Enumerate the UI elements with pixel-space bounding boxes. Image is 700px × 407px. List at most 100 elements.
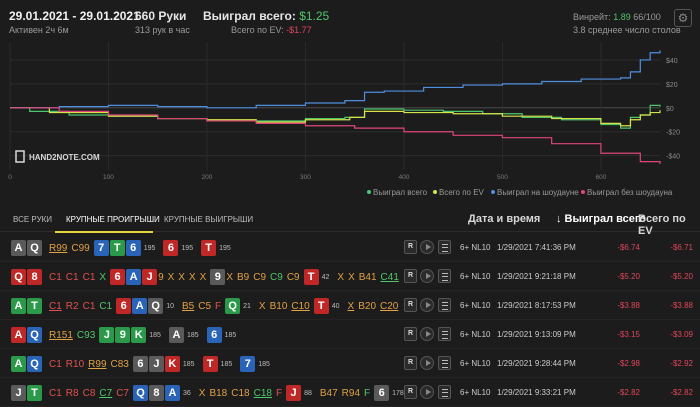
playing-card: 6 [206,327,222,343]
action-label: X [348,271,355,283]
action-label: R2 [65,300,79,312]
playing-card: 9 [210,269,226,285]
y-tick-label: $0 [666,106,674,113]
column-ev[interactable]: Всего по EV [638,213,686,237]
playing-card: T [303,269,319,285]
playing-card: 6 [116,298,132,314]
action-label: R99 [49,242,68,254]
playing-card: J [99,327,115,343]
play-icon[interactable] [420,240,434,254]
action-label: B10 [269,300,288,312]
notes-icon[interactable] [438,269,451,283]
y-tick-label: $40 [666,58,678,65]
total-won-label: Выиграл всего: [203,9,296,23]
replay-button[interactable]: R [404,269,417,283]
active-tab-indicator [55,231,153,233]
action-label: X [99,271,107,283]
action-label: C1 [82,271,96,283]
play-icon[interactable] [420,385,434,399]
limit-label: 6+ NL10 [460,359,491,368]
hand-row[interactable]: A Q C1 R10 R99 C83 6 J K 185 T 185 7 185 R 6+ NL10 1/29/… [0,349,700,378]
hand-row[interactable]: Q 8 C1 C1 C1 X 6 A J 9 X X X X 9 X B9 C9 C9 C9 T 42 X X B41 C41 R 6… [0,262,700,291]
playing-card: T [27,298,42,314]
action-label: C9 [253,271,267,283]
winrate-value: 1.89 [613,12,631,22]
column-won[interactable]: ↓ Выиграл всего [556,213,646,225]
play-icon[interactable] [420,356,434,370]
hand-history: A Q R99 C99 7 T 6 195 6 195 T 195 [11,240,239,256]
hand-history: J T C1 R8 C8 C7 C7 Q 8 A 36 X B18 C18 C18 F J 88 B47 R94 F 6 1… [11,385,412,401]
play-icon[interactable] [420,327,434,341]
playing-card: Q [11,269,26,285]
won-value: -$2.98 [617,359,640,368]
results-chart-svg: $40 $20 $0 -$20 -$40 0 100 200 300 400 500 600 HAND2… [8,42,680,181]
pot-size: 185 [149,331,161,339]
action-label: B20 [358,300,377,312]
play-icon[interactable] [420,298,434,312]
won-value: -$2.82 [617,388,640,397]
legend-item[interactable]: Выиграл без шоудауна [581,188,672,197]
legend-item[interactable]: Всего по EV [433,188,484,197]
pot-size: 185 [220,360,233,368]
hand-row[interactable]: J T C1 R8 C8 C7 C7 Q 8 A 36 X B18 C18 C18 F J 88 B47 R94 F 6 1… [0,378,700,407]
tab-all-hands[interactable]: ВСЕ РУКИ [13,215,53,224]
replay-button[interactable]: R [404,240,417,254]
y-tick-label: $20 [666,82,678,89]
ev-value: -$3.88 [670,301,693,310]
legend-item[interactable]: Выиграл всего [367,188,427,197]
replay-button[interactable]: R [404,385,417,399]
playing-card: A [11,298,26,314]
total-won: Выиграл всего: $1.25 [203,9,329,23]
playing-card: Q [148,298,164,314]
hand-row[interactable]: A Q R99 C99 7 T 6 195 6 195 T 195 R 6+ NL10 1/29/2021 … [0,233,700,262]
legend-label: Выиграл на шоудауне [497,188,579,197]
legend-label: Выиграл всего [373,188,428,197]
hand-date: 1/29/2021 9:13:09 PM [497,330,576,339]
notes-icon[interactable] [438,240,451,254]
pot-size: 185 [182,360,195,368]
x-tick-label: 600 [595,174,606,181]
action-label: C1 [49,387,62,399]
active-time: Активен 2ч 6м [9,25,69,35]
notes-icon[interactable] [438,356,451,370]
notes-icon[interactable] [438,385,451,399]
hand-row[interactable]: A Q R151 C93 J 9 K 185 A 185 6 185 R 6+ NL10 1/29/2021… [0,320,700,349]
playing-card: Q [27,240,42,256]
play-icon[interactable] [420,269,434,283]
legend-item[interactable]: Выиграл на шоудауне [491,188,579,197]
action-label: R94 [341,387,361,399]
playing-card: K [164,356,180,372]
action-label: C18 [231,387,250,399]
action-label: C99 [71,242,90,254]
x-tick-label: 200 [202,174,213,181]
playing-card: 6 [132,356,148,372]
total-ev: Всего по EV: -$1.77 [231,25,312,35]
action-label: C1 [99,300,113,312]
limit-label: 6+ NL10 [460,243,491,252]
replay-button[interactable]: R [404,298,417,312]
playing-card: J [286,385,302,401]
series-line [10,107,661,165]
column-date[interactable]: Дата и время [468,213,541,225]
notes-icon[interactable] [438,298,451,312]
tab-big-losses[interactable]: КРУПНЫЕ ПРОИГРЫШИ [66,215,160,224]
replay-button[interactable]: R [404,327,417,341]
playing-card: K [131,327,147,343]
playing-card: 7 [240,356,256,372]
pot-size: 195 [181,244,194,252]
legend-dot [581,190,585,194]
hands-count: 660 Руки [135,9,187,23]
action-label: C93 [76,329,96,341]
pot-size: 185 [186,331,199,339]
tab-bar: ВСЕ РУКИ КРУПНЫЕ ПРОИГРЫШИ КРУПНЫЕ ВЫИГР… [0,204,700,237]
replay-button[interactable]: R [404,356,417,370]
gear-icon[interactable]: ⚙ [674,9,692,27]
avg-tables: 3.8 среднее число столов [573,25,681,35]
hand-row[interactable]: A T C1 R2 C1 C1 6 A Q 10 B5 C5 F Q 21 X B10 C10 T 40 X B20 C20… [0,291,700,320]
winrate-rest: 66/100 [633,12,661,22]
playing-card: 8 [27,269,42,285]
tab-big-wins[interactable]: КРУПНЫЕ ВЫИГРЫШИ [164,215,254,224]
notes-icon[interactable] [438,327,451,341]
action-label: F [215,300,222,312]
action-label: C10 [291,300,310,312]
